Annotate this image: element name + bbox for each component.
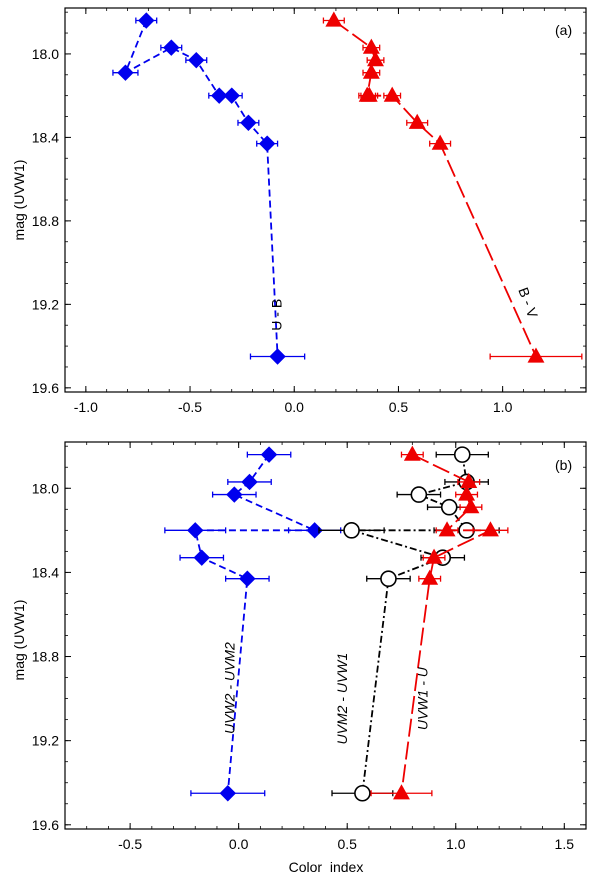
panel-a-point-diamond — [188, 51, 205, 69]
panel-b-point-triangle — [460, 472, 478, 489]
panel-b-point-triangle — [482, 521, 499, 537]
panel-a-xtick-label: -1.0 — [74, 399, 98, 415]
panel-b-ytick-label: 18.8 — [32, 649, 59, 665]
panel-a-series-1: B - V — [322, 11, 583, 363]
panel-a-point-diamond — [269, 348, 286, 365]
panel-b-ytick-label: 19.2 — [32, 733, 59, 749]
panel-a-ytick-label: 19.6 — [32, 380, 59, 396]
panel-a-point-triangle — [408, 113, 426, 129]
panel-a-xtick-label: 0.5 — [389, 399, 409, 415]
panel-b-point-triangle — [393, 784, 410, 800]
panel-a-point-diamond — [223, 87, 240, 104]
panel-b-point-triangle — [421, 569, 439, 585]
panel-a-point-diamond — [211, 87, 228, 104]
panel-b-label: (b) — [555, 457, 572, 473]
panel-a-ytick-label: 18.4 — [32, 129, 59, 145]
panel-a-point-triangle — [431, 134, 449, 150]
panel-b-point-triangle — [462, 498, 480, 514]
panel-a-point-triangle — [367, 51, 384, 67]
panel-a-xtick-label: 1.0 — [493, 399, 513, 415]
panel-b-point-triangle — [458, 485, 476, 501]
panel-a-point-triangle — [325, 11, 343, 27]
panel-a-point-triangle — [360, 86, 378, 102]
panel-b-point-triangle — [403, 445, 421, 461]
panel-a-series-label: U - B — [269, 299, 285, 331]
panel-b-point-diamond — [306, 522, 323, 539]
panel-a-label: (a) — [555, 22, 572, 38]
panel-b-xtick-label: 0.0 — [229, 836, 249, 852]
panel-b-xtick-label: 0.5 — [337, 836, 357, 852]
panel-b-point-diamond — [260, 446, 278, 463]
panel-b-xtick-label: 1.5 — [555, 836, 575, 852]
panel-b-series-label: UVW1 - U — [415, 666, 431, 730]
panel-a: (a) mag (UVW1) -1.0 -0.5 0.0 0.5 1.0 18.0 18.4… — [11, 7, 587, 415]
panel-a-point-triangle — [362, 38, 380, 54]
panel-a-series-line — [123, 20, 279, 357]
panel-b-ytick-label: 18.4 — [32, 564, 59, 580]
panel-b-series: UVW2 - UVM2 UVM2 - UVW1 UVW1 - U — [164, 445, 509, 802]
panel-b-xtick-label: 1.0 — [446, 836, 466, 852]
panel-b-ylabel: mag (UVW1) — [11, 600, 27, 681]
panel-a-series-0: U - B — [112, 12, 306, 365]
panel-b-series-0: UVW2 - UVM2 — [164, 446, 342, 802]
panel-b-point-diamond — [239, 570, 256, 587]
panel-b-point-diamond — [187, 522, 204, 539]
panel-b-series-line — [194, 454, 315, 794]
panel-a-xtick-label: 0.0 — [285, 399, 305, 415]
panel-b-point-circle — [440, 498, 458, 516]
panel-b-xtick-label: -0.5 — [118, 836, 142, 852]
panel-b-point-triangle — [438, 521, 456, 537]
panel-b-point-circle — [453, 446, 471, 463]
panel-b-point-diamond — [219, 785, 237, 802]
panel-a-point-triangle — [527, 347, 545, 363]
panel-b-point-diamond — [241, 473, 258, 491]
panel-a-point-diamond — [240, 114, 257, 131]
panel-a-point-diamond — [138, 12, 155, 29]
panel-a-point-diamond — [117, 64, 134, 81]
panel-b-series-label: UVW2 - UVM2 — [221, 642, 237, 734]
panel-b-ticks: -0.5 0.0 0.5 1.0 1.5 18.0 18.4 18.8 19.2 19.6 — [32, 442, 587, 852]
panel-b-ytick-label: 19.6 — [32, 817, 59, 833]
panel-a-ytick-label: 18.0 — [32, 46, 59, 62]
panel-b-point-circle — [410, 486, 428, 503]
panel-a-xtick-label: -0.5 — [178, 399, 202, 415]
panel-b-frame — [64, 441, 587, 830]
panel-a-ticks: -1.0 -0.5 0.0 0.5 1.0 18.0 18.4 18.8 19.2 19.6 — [32, 8, 587, 415]
panel-b: (b) mag (UVW1) Color index -0.5 0.0 0.5 1.0… — [11, 441, 587, 875]
panel-b-xlabel: Color index — [289, 859, 364, 875]
panel-b-point-diamond — [226, 486, 243, 503]
panel-b-series-label: UVM2 - UVW1 — [334, 653, 350, 745]
panel-a-point-triangle — [383, 86, 401, 102]
panel-a-series-label: B - V — [515, 285, 541, 320]
panel-b-point-triangle — [425, 548, 443, 564]
panel-b-point-circle — [380, 570, 397, 588]
panel-a-ytick-label: 19.2 — [32, 296, 59, 312]
panel-a-series-line — [333, 19, 537, 357]
panel-a-point-triangle — [362, 63, 380, 79]
panel-a-point-diamond — [258, 135, 276, 152]
panel-a-ytick-label: 18.8 — [32, 213, 59, 229]
panel-b-point-circle — [343, 522, 360, 539]
panel-a-ylabel: mag (UVW1) — [11, 160, 27, 241]
panel-b-point-circle — [354, 784, 371, 802]
panel-a-point-diamond — [163, 39, 180, 56]
panel-b-point-diamond — [193, 549, 210, 566]
panel-a-frame — [64, 7, 587, 393]
panel-b-series-2: UVW1 - U — [370, 445, 509, 800]
panel-b-ytick-label: 18.0 — [32, 480, 59, 496]
